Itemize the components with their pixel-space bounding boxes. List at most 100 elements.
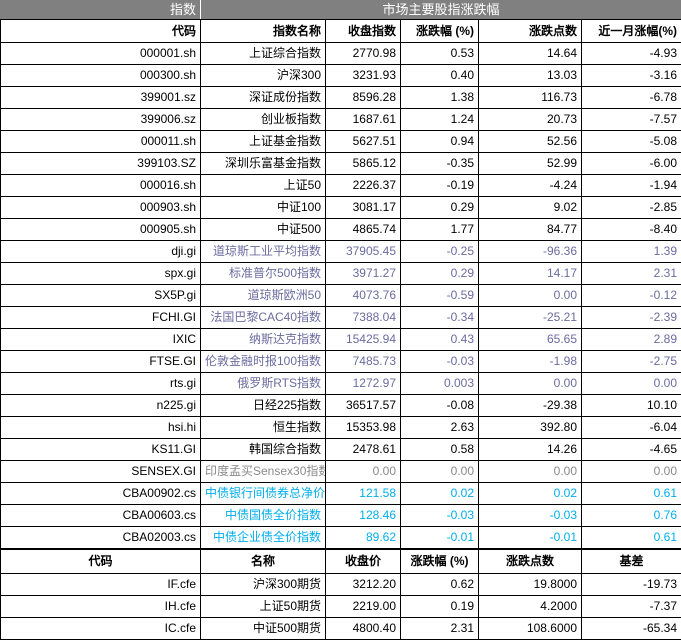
table-row[interactable]: CBA00902.cs中债银行间债券总净价指数121.580.020.020.6…: [1, 483, 681, 505]
index-close: 4073.76: [326, 285, 401, 307]
column-header-name[interactable]: 指数名称: [201, 20, 326, 43]
index-close: 37905.45: [326, 241, 401, 263]
futures-name: 上证50期货: [201, 596, 326, 618]
index-code: 000905.sh: [1, 219, 201, 241]
index-points: 65.65: [479, 329, 582, 351]
index-month: 0.61: [582, 527, 681, 549]
index-code: 000016.sh: [1, 175, 201, 197]
futures-header-points[interactable]: 涨跌点数: [479, 550, 582, 574]
futures-name: 沪深300期货: [201, 574, 326, 596]
index-points: -1.98: [479, 351, 582, 373]
index-close: 3231.93: [326, 65, 401, 87]
index-name: 深证成份指数: [201, 87, 326, 109]
column-header-points[interactable]: 涨跌点数: [479, 20, 582, 43]
index-code: CBA02003.cs: [1, 527, 201, 549]
column-header-code[interactable]: 代码: [1, 20, 201, 43]
index-code: SENSEX.GI: [1, 461, 201, 483]
futures-close: 3212.20: [326, 574, 401, 596]
index-code: 399006.sz: [1, 109, 201, 131]
futures-header-close[interactable]: 收盘价: [326, 550, 401, 574]
index-close: 7485.73: [326, 351, 401, 373]
index-pct: 1.24: [401, 109, 479, 131]
index-name: 恒生指数: [201, 417, 326, 439]
index-month: -7.57: [582, 109, 681, 131]
index-pct: -0.03: [401, 351, 479, 373]
index-points: -29.38: [479, 395, 582, 417]
column-header-month[interactable]: 近一月涨幅(%): [582, 20, 681, 43]
index-pct: 1.77: [401, 219, 479, 241]
index-points: -0.01: [479, 527, 582, 549]
column-header-close[interactable]: 收盘指数: [326, 20, 401, 43]
index-code: spx.gi: [1, 263, 201, 285]
index-pct: 0.53: [401, 43, 479, 65]
futures-pct: 0.62: [401, 574, 479, 596]
index-month: 0.00: [582, 461, 681, 483]
index-points: -25.21: [479, 307, 582, 329]
futures-header-name[interactable]: 名称: [201, 550, 326, 574]
index-close: 128.46: [326, 505, 401, 527]
futures-header-code[interactable]: 代码: [1, 550, 201, 574]
index-month: -2.39: [582, 307, 681, 329]
index-name: 纳斯达克指数: [201, 329, 326, 351]
index-close: 89.62: [326, 527, 401, 549]
futures-basis: -19.73: [582, 574, 681, 596]
index-pct: 1.38: [401, 87, 479, 109]
index-points: 392.80: [479, 417, 582, 439]
index-code: 000300.sh: [1, 65, 201, 87]
index-pct: -0.34: [401, 307, 479, 329]
futures-basis: -65.34: [582, 618, 681, 640]
index-name: 上证50: [201, 175, 326, 197]
index-pct: -0.01: [401, 527, 479, 549]
index-month: 10.10: [582, 395, 681, 417]
index-close: 15353.98: [326, 417, 401, 439]
index-name: 道琼斯工业平均指数: [201, 241, 326, 263]
index-column-header-row: 代码 指数名称 收盘指数 涨跌幅 (%) 涨跌点数 近一月涨幅(%): [1, 20, 681, 43]
index-month: -4.65: [582, 439, 681, 461]
index-name: 创业板指数: [201, 109, 326, 131]
futures-header-pct[interactable]: 涨跌幅 (%): [401, 550, 479, 574]
index-points: -4.24: [479, 175, 582, 197]
index-pct: 2.63: [401, 417, 479, 439]
futures-header-basis[interactable]: 基差: [582, 550, 681, 574]
market-index-table: 指数 市场主要股指涨跌幅 代码 指数名称 收盘指数 涨跌幅 (%) 涨跌点数 近…: [0, 0, 681, 549]
futures-points: 4.2000: [479, 596, 582, 618]
index-name: 中证100: [201, 197, 326, 219]
index-code: IXIC: [1, 329, 201, 351]
index-code: SX5P.gi: [1, 285, 201, 307]
futures-code: IF.cfe: [1, 574, 201, 596]
index-month: -4.93: [582, 43, 681, 65]
index-pct: 0.29: [401, 263, 479, 285]
index-points: 14.64: [479, 43, 582, 65]
index-points: -96.36: [479, 241, 582, 263]
index-points: 14.17: [479, 263, 582, 285]
index-month: 0.76: [582, 505, 681, 527]
index-name: 韩国综合指数: [201, 439, 326, 461]
index-month: -1.94: [582, 175, 681, 197]
column-header-pct[interactable]: 涨跌幅 (%): [401, 20, 479, 43]
